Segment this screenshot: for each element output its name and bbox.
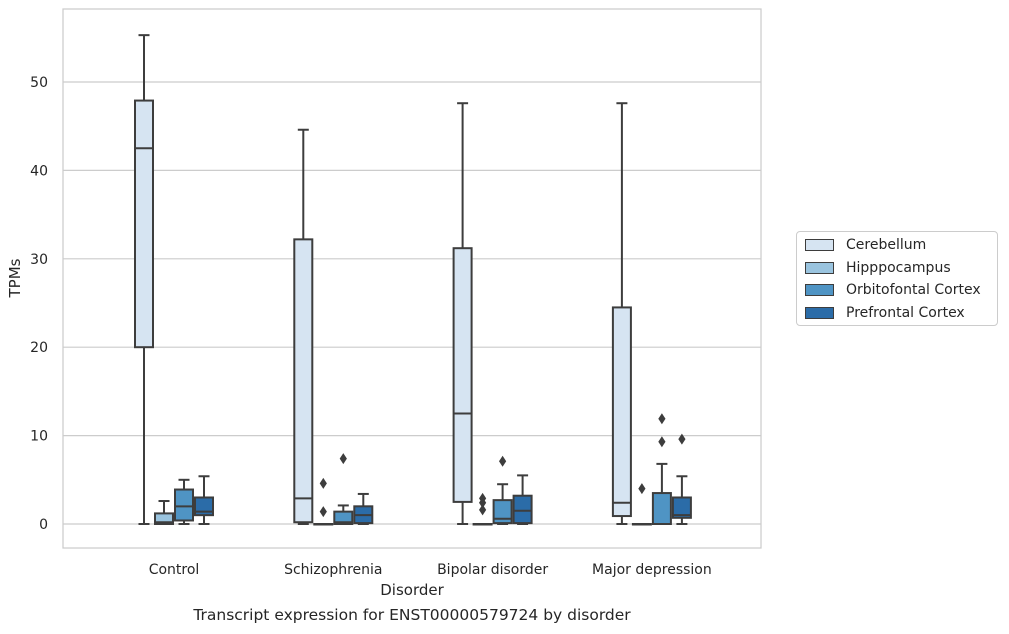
box-1-2: [472, 492, 493, 526]
outlier-point: [339, 453, 347, 465]
legend-swatch: [805, 239, 834, 251]
legend-label: Orbitofontal Cortex: [846, 282, 981, 299]
plot-area-frame: [62, 8, 762, 549]
y-tick-label: 30: [30, 252, 48, 268]
y-tick-label: 50: [30, 75, 48, 91]
box-1-1: [313, 477, 334, 526]
box-2-3: [651, 413, 672, 525]
legend-label: Cerebellum: [846, 237, 927, 253]
outlier-point: [499, 455, 507, 467]
legend: Cerebellum Hipppocampus Orbitofontal Corte…: [796, 231, 998, 326]
box-3-3: [671, 433, 692, 525]
x-tick-labels: Control Schizophrenia Bipolar disorder Majo…: [149, 562, 712, 578]
iqr-box: [452, 247, 473, 503]
y-tick-label: 40: [30, 163, 48, 179]
legend-swatch: [805, 284, 834, 297]
box-1-3: [631, 483, 652, 526]
box-2-1: [333, 453, 354, 525]
grid-lines: [63, 81, 761, 525]
y-tick-label: 0: [39, 517, 48, 533]
box-3-0: [194, 475, 214, 525]
iqr-box: [134, 99, 154, 349]
x-tick-label: Control: [149, 562, 200, 578]
y-tick-label: 10: [30, 429, 48, 445]
box-plot-marks: [134, 34, 692, 526]
y-tick-labels: 0 10 20 30 40 50: [30, 75, 48, 533]
iqr-box: [512, 494, 533, 525]
iqr-box: [154, 512, 174, 526]
box-0-0: [134, 34, 154, 525]
iqr-box: [611, 306, 632, 518]
legend-swatch: [805, 261, 834, 274]
outlier-point: [658, 413, 666, 425]
iqr-box: [651, 492, 672, 525]
box-0-2: [452, 102, 473, 525]
outlier-point: [658, 436, 666, 448]
iqr-box: [293, 238, 314, 524]
outlier-point: [479, 504, 487, 516]
y-axis-label: TPMs: [6, 258, 24, 298]
box-0-1: [293, 128, 314, 525]
iqr-box: [174, 488, 194, 522]
figure-caption: Transcript expression for ENST0000057972…: [193, 606, 631, 624]
legend-label: Prefrontal Cortex: [846, 305, 965, 322]
outlier-point: [678, 433, 686, 445]
legend-item: Prefrontal Cortex: [805, 304, 965, 322]
box-2-0: [174, 478, 194, 525]
outlier-point: [638, 483, 646, 495]
outlier-point: [479, 497, 487, 509]
box-1-0: [154, 500, 174, 526]
outlier-point: [319, 506, 327, 518]
legend-item: Hipppocampus: [805, 259, 951, 277]
box-3-1: [353, 492, 374, 525]
box-2-2: [492, 455, 513, 525]
iqr-box: [492, 499, 513, 525]
outlier-point: [319, 477, 327, 489]
box-3-2: [512, 474, 533, 525]
legend-item: Orbitofontal Cortex: [805, 281, 981, 299]
iqr-box: [333, 510, 354, 525]
legend-label: Hipppocampus: [846, 259, 951, 276]
y-tick-label: 20: [30, 340, 48, 356]
x-tick-label: Schizophrenia: [284, 562, 382, 578]
x-tick-label: Major depression: [592, 562, 712, 578]
x-tick-label: Bipolar disorder: [437, 562, 548, 578]
legend-item: Cerebellum: [805, 236, 926, 254]
legend-swatch: [805, 307, 834, 320]
x-axis-label: Disorder: [380, 581, 444, 599]
box-0-3: [611, 102, 632, 525]
iqr-box: [671, 496, 692, 519]
